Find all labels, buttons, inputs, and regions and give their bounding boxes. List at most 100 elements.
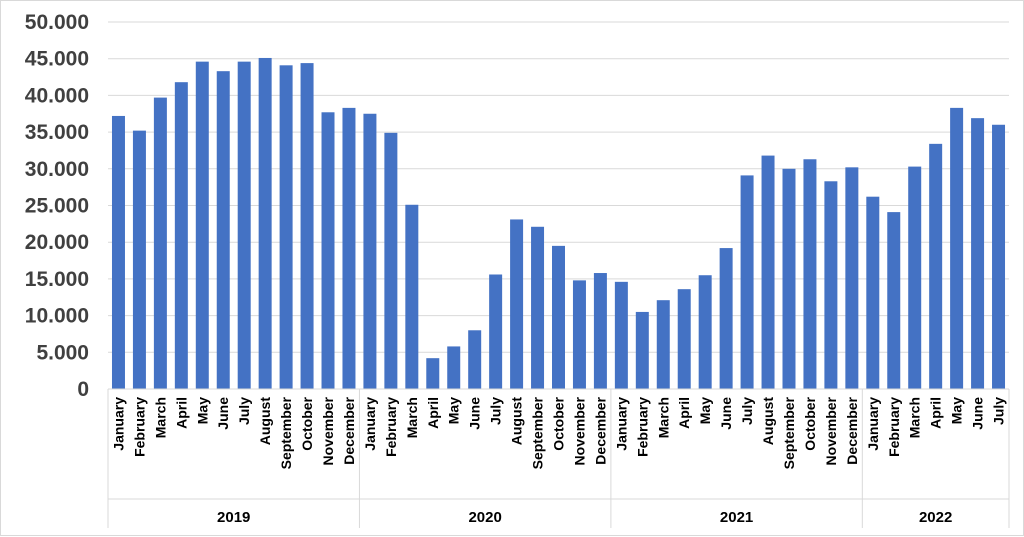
- bar: [342, 107, 356, 390]
- bar: [782, 168, 796, 389]
- bar: [363, 113, 377, 389]
- month-label: October: [802, 396, 818, 450]
- year-label: 2019: [217, 509, 250, 526]
- month-label: June: [718, 397, 734, 430]
- month-label: February: [886, 397, 902, 457]
- bar: [111, 115, 125, 390]
- month-label: July: [488, 397, 504, 425]
- month-label: June: [970, 397, 986, 430]
- month-label: August: [509, 397, 525, 446]
- bar: [153, 97, 167, 390]
- month-label: January: [362, 397, 378, 451]
- month-label: December: [592, 396, 608, 464]
- bar: [300, 63, 314, 389]
- bar: [572, 280, 586, 389]
- month-label: April: [676, 397, 692, 429]
- month-label: August: [257, 397, 273, 446]
- bar: [195, 61, 209, 390]
- bar: [447, 346, 461, 389]
- bar: [321, 112, 335, 390]
- y-tick-label: 10.000: [25, 305, 89, 328]
- month-label: September: [278, 396, 294, 469]
- bar: [992, 124, 1006, 389]
- bar: [866, 196, 880, 389]
- month-label: February: [131, 397, 147, 457]
- month-label: April: [173, 397, 189, 429]
- bar: [887, 212, 901, 389]
- month-label: January: [110, 397, 126, 451]
- month-label: September: [530, 396, 546, 469]
- bar: [908, 166, 922, 389]
- y-tick-label: 5.000: [36, 341, 89, 364]
- month-label: November: [320, 396, 336, 465]
- month-label: February: [634, 397, 650, 457]
- month-label: March: [152, 397, 168, 438]
- bar: [698, 275, 712, 389]
- month-label: May: [194, 397, 210, 424]
- y-tick-label: 15.000: [25, 268, 89, 291]
- bar: [824, 181, 838, 389]
- month-label: April: [425, 397, 441, 429]
- bar: [489, 274, 503, 389]
- y-tick-label: 45.000: [25, 48, 89, 71]
- bar: [510, 219, 524, 389]
- bar: [656, 300, 670, 389]
- month-label: December: [844, 396, 860, 464]
- y-tick-label: 35.000: [25, 121, 89, 144]
- bar: [845, 167, 859, 389]
- year-label: 2020: [468, 509, 501, 526]
- bar: [677, 289, 691, 389]
- bar: [740, 175, 754, 389]
- y-tick-label: 50.000: [25, 11, 89, 34]
- y-tick-label: 20.000: [25, 231, 89, 254]
- bar: [719, 248, 733, 389]
- month-label: April: [928, 397, 944, 429]
- bar: [426, 358, 440, 389]
- bar: [552, 245, 565, 389]
- bar: [950, 107, 964, 390]
- y-tick-label: 40.000: [25, 84, 89, 107]
- bar: [237, 61, 251, 390]
- month-label: September: [781, 396, 797, 469]
- month-label: July: [236, 397, 252, 425]
- month-label: February: [383, 397, 399, 457]
- month-label: July: [991, 397, 1007, 425]
- month-label: June: [215, 397, 231, 430]
- month-label: January: [613, 397, 629, 451]
- month-label: May: [446, 397, 462, 424]
- bar: [803, 159, 817, 389]
- month-label: May: [697, 397, 713, 424]
- bar: [132, 130, 146, 389]
- bar: [279, 65, 293, 389]
- bar: [761, 155, 775, 389]
- bar: [971, 118, 985, 390]
- bar: [929, 143, 943, 389]
- month-label: August: [760, 397, 776, 446]
- bar: [531, 226, 545, 389]
- month-label: January: [865, 397, 881, 451]
- month-label: July: [739, 397, 755, 425]
- bar: [635, 311, 649, 389]
- month-label: December: [341, 396, 357, 464]
- y-tick-label: 0: [77, 378, 89, 401]
- bar: [614, 281, 628, 389]
- bar: [174, 82, 188, 390]
- y-tick-label: 30.000: [25, 158, 89, 181]
- year-label: 2022: [919, 509, 952, 526]
- month-label: November: [823, 396, 839, 465]
- year-label: 2021: [720, 509, 753, 526]
- bar: [384, 132, 398, 390]
- bar: [405, 204, 419, 389]
- month-label: March: [907, 397, 923, 438]
- y-tick-label: 25.000: [25, 195, 89, 218]
- bar: [216, 71, 230, 389]
- month-label: November: [571, 396, 587, 465]
- month-label: June: [467, 397, 483, 430]
- bar: [258, 57, 272, 389]
- bar: [468, 330, 482, 389]
- month-label: October: [299, 396, 315, 450]
- bar: [593, 273, 607, 389]
- month-label: October: [551, 396, 567, 450]
